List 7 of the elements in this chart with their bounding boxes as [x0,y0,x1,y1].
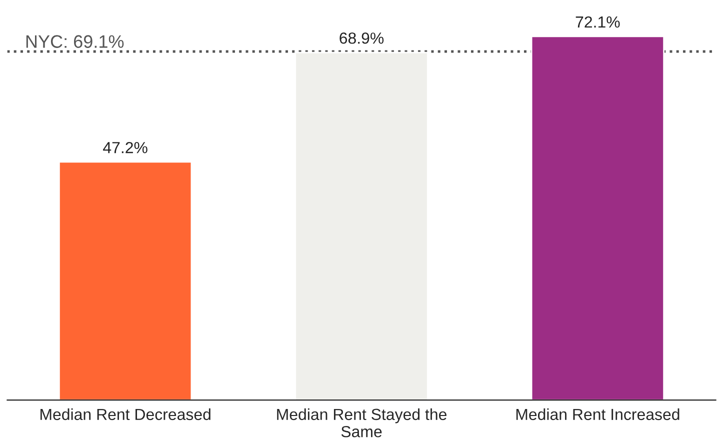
x-tick-label: Median Rent Stayed the Same [277,408,446,438]
data-label: 47.2% [103,142,148,154]
x-tick-label: Median Rent Decreased [40,408,210,420]
data-label: 68.9% [340,32,384,44]
ref-line-label: NYC: 69.1% [26,35,124,48]
data-label: 72.1% [576,16,620,28]
x-tick-label: Median Rent Increased [516,408,680,420]
